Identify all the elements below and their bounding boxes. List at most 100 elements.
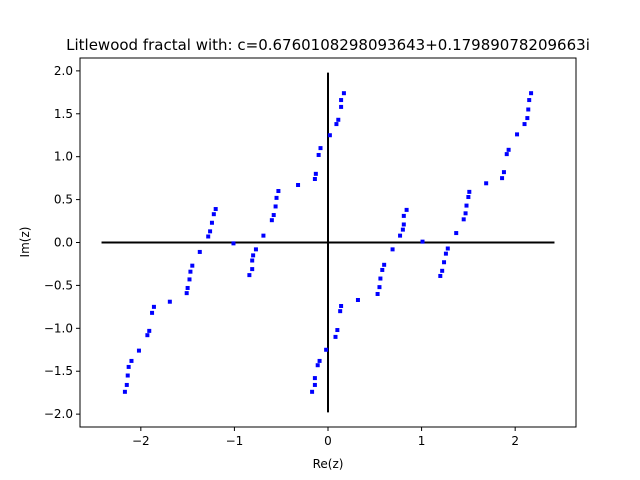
- data-point: [522, 122, 527, 127]
- data-point: [185, 285, 190, 290]
- data-point: [339, 304, 344, 309]
- data-point: [327, 133, 332, 138]
- data-point: [251, 253, 256, 258]
- data-point: [247, 273, 252, 278]
- data-point: [184, 291, 189, 296]
- data-point: [382, 262, 387, 267]
- y-tick-label: −2.0: [44, 407, 73, 421]
- y-tick-label: −0.5: [44, 278, 73, 292]
- x-axis-ticks: −2 −1 0 1 2: [132, 427, 519, 448]
- data-point: [401, 213, 406, 218]
- data-point: [197, 249, 202, 254]
- data-point: [338, 309, 343, 314]
- data-point: [334, 122, 339, 127]
- data-point: [525, 116, 530, 121]
- data-point: [420, 239, 425, 244]
- data-point: [187, 277, 192, 282]
- data-point: [445, 246, 450, 251]
- data-point: [231, 241, 236, 246]
- y-tick-label: 0.0: [54, 236, 73, 250]
- data-point: [274, 195, 279, 200]
- y-tick-label: 1.5: [54, 107, 73, 121]
- data-point: [312, 176, 317, 181]
- data-point: [515, 132, 520, 137]
- x-tick-label: 1: [418, 434, 426, 448]
- data-point: [500, 176, 505, 181]
- data-point: [273, 204, 278, 209]
- data-point: [333, 334, 338, 339]
- data-point: [341, 91, 346, 96]
- data-point: [442, 260, 447, 265]
- y-tick-label: −1.0: [44, 321, 73, 335]
- data-point: [401, 222, 406, 227]
- data-point: [261, 233, 266, 238]
- x-tick-label: −2: [132, 434, 150, 448]
- data-point: [188, 269, 193, 274]
- data-point: [484, 181, 489, 186]
- y-tick-label: 0.5: [54, 193, 73, 207]
- data-point: [529, 91, 534, 96]
- data-point: [504, 152, 509, 157]
- data-point: [167, 299, 172, 304]
- data-point: [506, 147, 511, 152]
- y-tick-label: 1.0: [54, 150, 73, 164]
- data-point: [151, 304, 156, 309]
- data-point: [355, 297, 360, 302]
- y-tick-label: 2.0: [54, 64, 73, 78]
- data-points: [122, 91, 534, 394]
- data-point: [253, 247, 258, 252]
- data-point: [122, 389, 127, 394]
- data-point: [464, 203, 469, 208]
- data-point: [318, 146, 323, 151]
- data-point: [400, 227, 405, 232]
- data-point: [269, 218, 274, 223]
- data-point: [312, 382, 317, 387]
- data-point: [463, 211, 468, 216]
- data-point: [335, 328, 340, 333]
- data-point: [339, 104, 344, 109]
- data-point: [271, 213, 276, 218]
- data-point: [312, 376, 317, 381]
- data-point: [336, 117, 341, 122]
- data-point: [145, 333, 150, 338]
- y-axis-label: Im(z): [18, 227, 32, 258]
- data-point: [526, 107, 531, 112]
- data-point: [443, 251, 448, 256]
- data-point: [250, 267, 255, 272]
- data-point: [390, 247, 395, 252]
- y-tick-label: −1.5: [44, 364, 73, 378]
- data-point: [467, 189, 472, 194]
- x-tick-label: 2: [511, 434, 519, 448]
- data-point: [208, 229, 213, 234]
- data-point: [527, 98, 532, 103]
- data-point: [213, 207, 218, 212]
- data-point: [375, 291, 380, 296]
- data-point: [377, 285, 382, 290]
- x-tick-label: 0: [324, 434, 332, 448]
- data-point: [440, 268, 445, 273]
- data-point: [296, 183, 301, 188]
- data-point: [190, 263, 195, 268]
- x-axis-label: Re(z): [313, 457, 344, 471]
- data-point: [339, 98, 344, 103]
- data-point: [129, 358, 134, 363]
- y-axis-ticks: −2.0 −1.5 −1.0 −0.5 0.0 0.5 1.0 1.5 2.0: [44, 64, 80, 421]
- data-point: [501, 170, 506, 175]
- data-point: [124, 382, 129, 387]
- chart-title: Litlewood fractal with: c=0.676010829809…: [66, 36, 590, 54]
- data-point: [310, 389, 315, 394]
- data-point: [378, 276, 383, 281]
- data-point: [380, 267, 385, 272]
- data-point: [206, 234, 211, 239]
- data-point: [404, 207, 409, 212]
- data-point: [136, 348, 141, 353]
- data-point: [125, 373, 130, 378]
- data-point: [454, 231, 459, 236]
- data-point: [250, 258, 255, 263]
- data-point: [209, 220, 214, 225]
- data-point: [466, 195, 471, 200]
- data-point: [211, 212, 216, 217]
- data-point: [313, 171, 318, 176]
- data-point: [276, 189, 281, 194]
